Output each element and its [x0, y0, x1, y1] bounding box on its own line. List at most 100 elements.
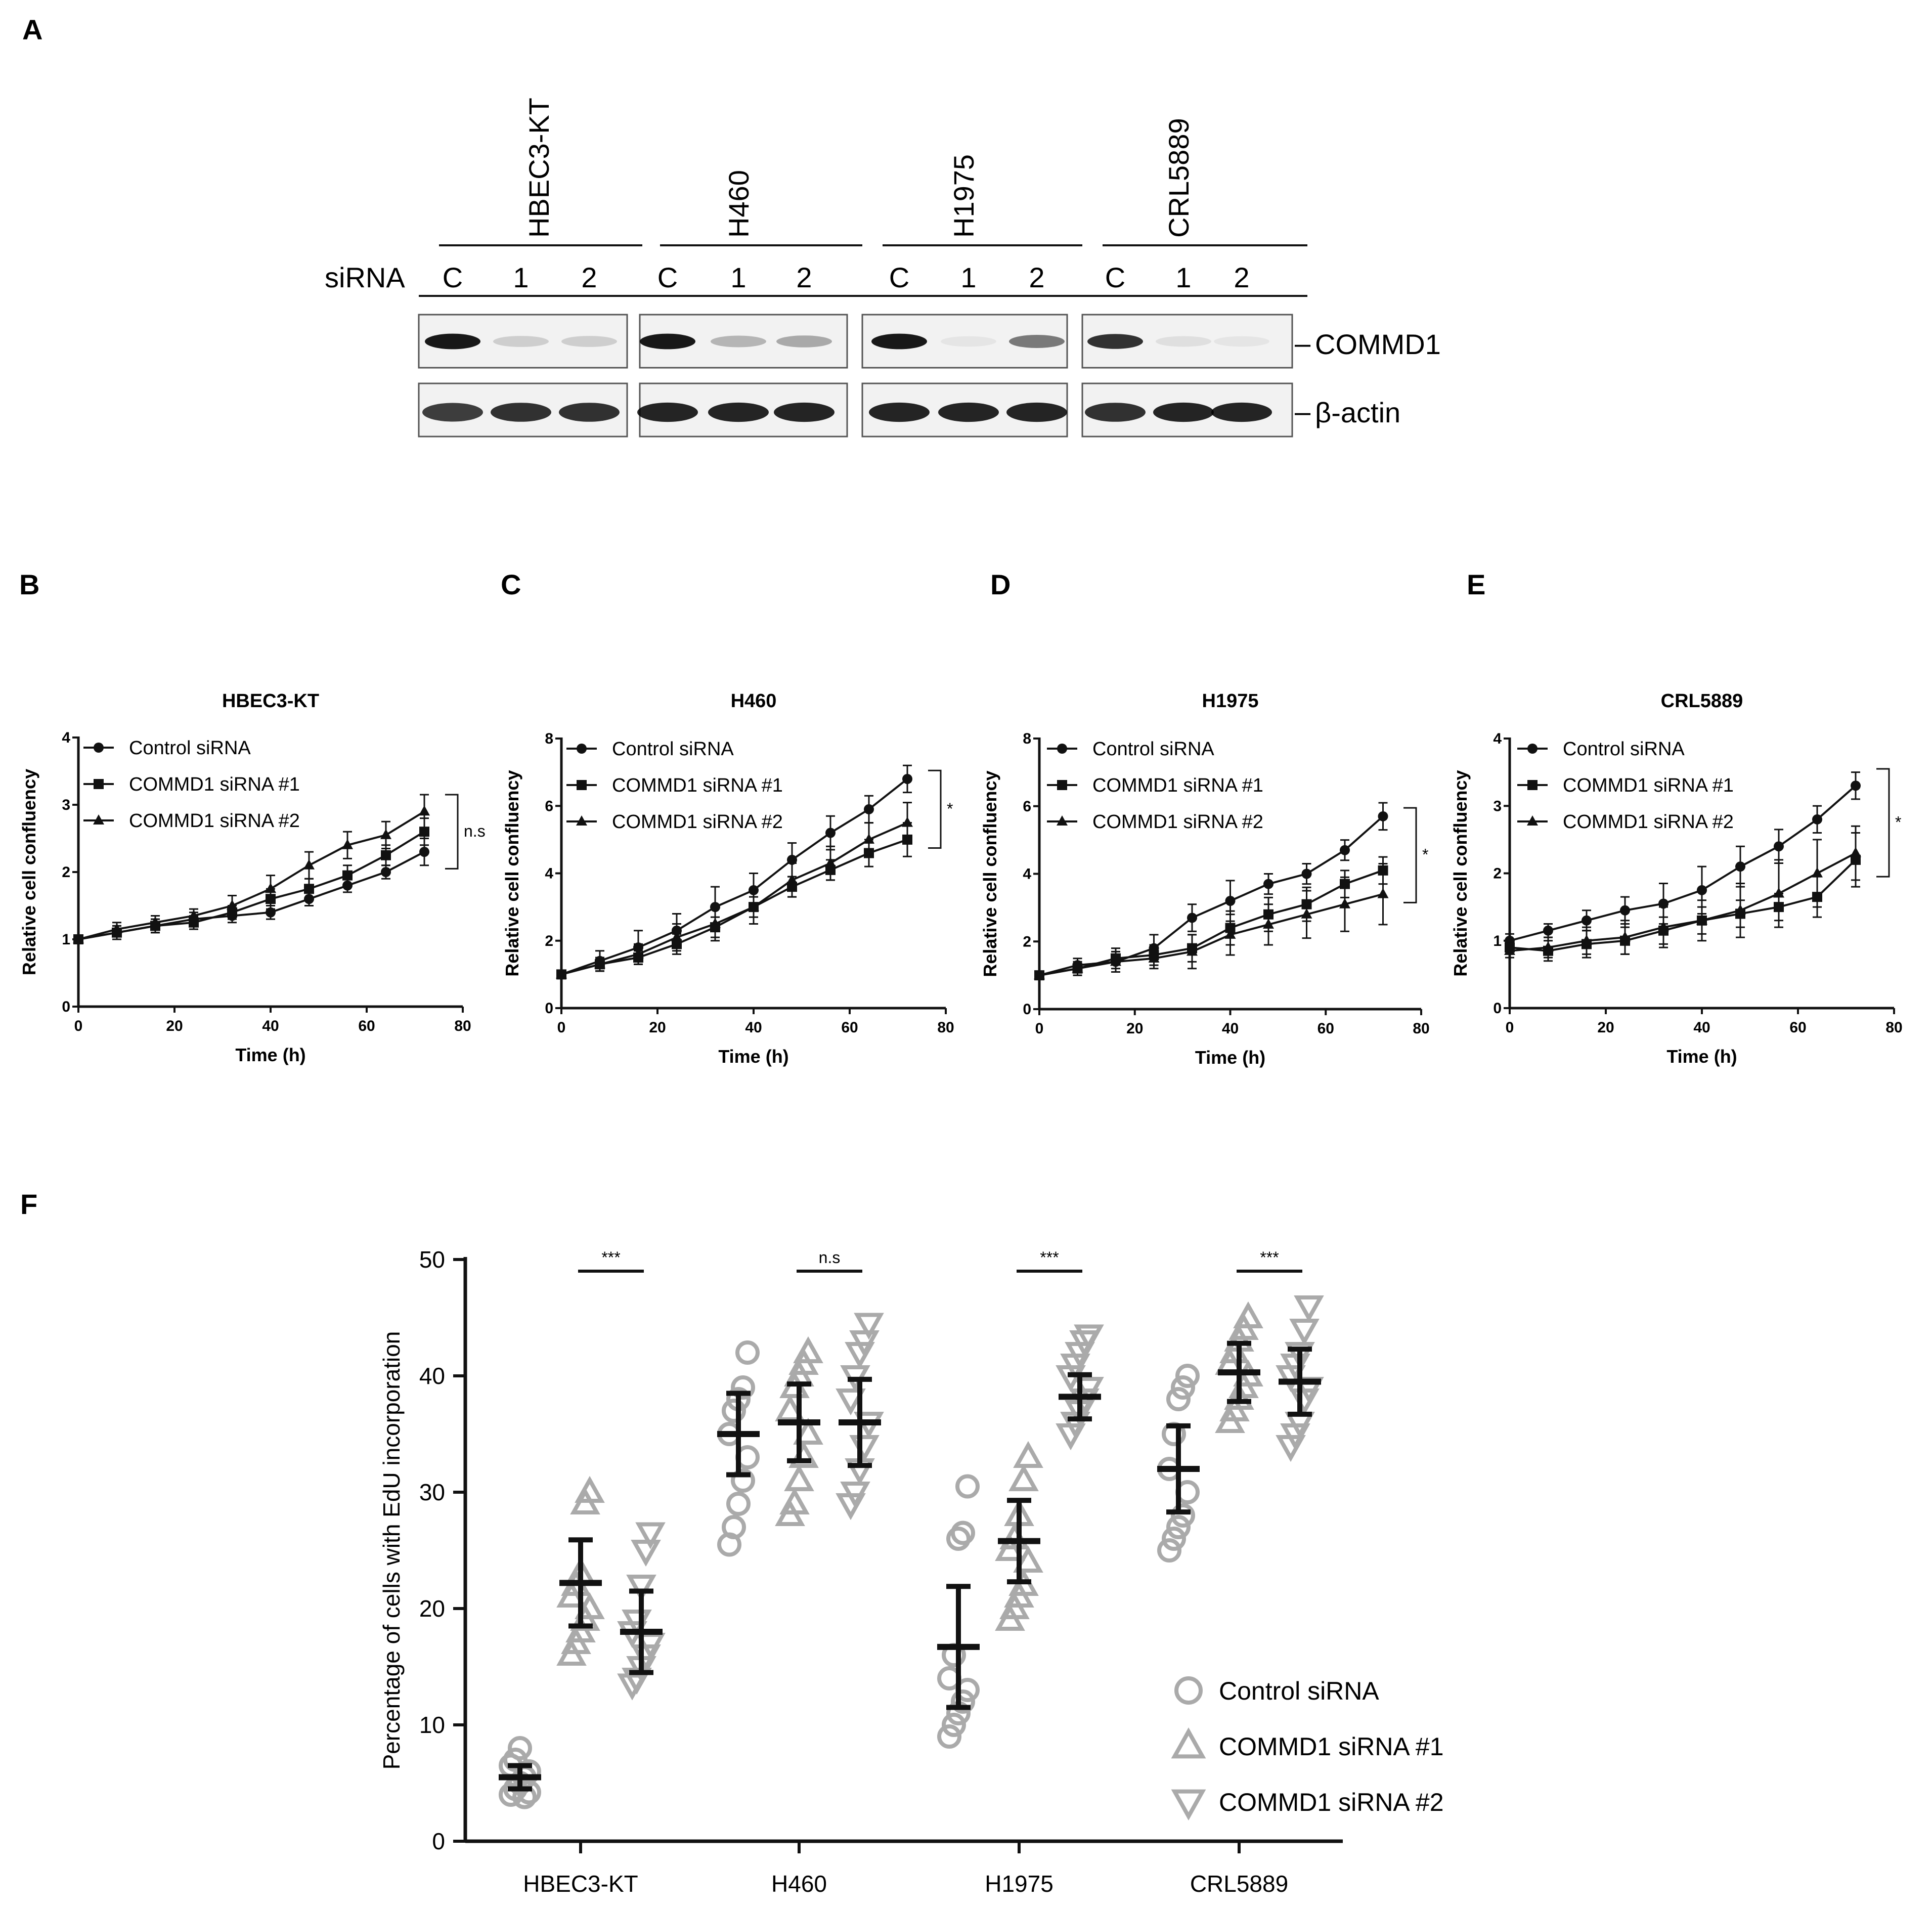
data-point-circle — [902, 773, 912, 784]
band-commd1 — [941, 336, 996, 347]
x-tick-label-crl5889: CRL5889 — [1190, 1871, 1288, 1897]
y-axis-label: Relative cell confluency — [1450, 770, 1471, 976]
data-point-triangle — [380, 829, 391, 839]
data-point — [626, 1575, 656, 1602]
sirna-row-label: siRNA — [325, 262, 405, 293]
y-axis-label: Relative cell confluency — [19, 769, 39, 975]
x-tick-label: 0 — [1035, 1020, 1044, 1037]
data-point — [631, 1540, 661, 1567]
band-commd1 — [640, 333, 695, 350]
band-actin — [1153, 402, 1214, 422]
chart-title: H460 — [731, 690, 777, 712]
data-point-triangle — [1148, 952, 1160, 963]
data-point-triangle — [303, 859, 315, 870]
data-point-circle — [787, 854, 797, 865]
band-mark-commd1: – — [1295, 327, 1311, 359]
data-point — [793, 1336, 823, 1363]
series-line-commd1-sirna-1 — [1039, 869, 1384, 977]
y-tick-label: 4 — [545, 865, 553, 882]
data-point — [1294, 1295, 1324, 1323]
x-tick-label: 60 — [1318, 1020, 1334, 1037]
data-point — [503, 1748, 528, 1772]
x-tick-label: 80 — [1413, 1020, 1429, 1037]
series-line-commd1-sirna-1 — [78, 831, 425, 940]
legend-label-control-sirna: Control siRNA — [612, 739, 734, 760]
data-point — [1166, 1387, 1191, 1411]
series-line-control-sirna — [1509, 785, 1857, 942]
x-tick-label: 0 — [74, 1018, 83, 1034]
x-tick-label: 0 — [557, 1019, 566, 1036]
data-point-triangle — [1057, 815, 1068, 826]
data-point-square — [419, 827, 429, 837]
data-point-triangle — [1377, 888, 1389, 898]
data-point — [946, 1527, 971, 1551]
data-point — [779, 1487, 810, 1514]
legend-label-commd1-sirna-1: COMMD1 siRNA #1 — [1563, 775, 1734, 796]
band-commd1 — [561, 336, 617, 347]
chart-title: CRL5889 — [1661, 690, 1743, 712]
band-actin — [422, 403, 483, 422]
band-actin — [938, 402, 999, 422]
x-tick-label: 0 — [1506, 1019, 1514, 1036]
data-point-triangle — [576, 815, 587, 826]
data-point-circle — [1378, 811, 1388, 821]
y-tick-label: 6 — [1023, 798, 1031, 815]
data-point-triangle — [1619, 931, 1631, 942]
y-axis-label: Percentage of cells with EdU incorporati… — [378, 1331, 405, 1770]
significance-bracket — [445, 794, 459, 870]
data-point — [517, 1780, 541, 1805]
data-point — [937, 1724, 961, 1749]
data-point — [840, 1482, 870, 1509]
legend-label-commd1-sirna-2: COMMD1 siRNA #2 — [129, 810, 300, 832]
series-line-commd1-sirna-2 — [78, 810, 425, 940]
x-tick-label: 60 — [358, 1018, 375, 1034]
lane-label: 1 — [1175, 262, 1191, 293]
data-point — [722, 1399, 746, 1423]
data-point-circle — [1263, 879, 1274, 889]
legend-label-commd1-sirna-2: COMMD1 siRNA #2 — [612, 811, 783, 833]
data-point-triangle — [419, 805, 430, 816]
data-point-circle — [825, 828, 836, 838]
data-point — [1171, 1503, 1195, 1528]
data-point — [951, 1521, 975, 1545]
western-blot: siRNA COMMD1 β-actin – – HBEC3-KT C 1 2 H460… — [325, 98, 1441, 438]
y-tick-label: 40 — [419, 1363, 445, 1389]
data-point-circle — [577, 744, 587, 754]
band-commd1 — [1156, 336, 1211, 347]
legend-label-commd1-sirna-2: COMMD1 siRNA #2 — [1219, 1788, 1444, 1816]
data-point — [854, 1313, 884, 1340]
data-point-triangle — [1224, 928, 1236, 939]
significance-label: * — [947, 800, 953, 818]
data-point-triangle — [1581, 934, 1592, 945]
legend-label-commd1-sirna-1: COMMD1 siRNA #1 — [129, 774, 300, 795]
data-point — [731, 1468, 755, 1493]
x-tick-label: 60 — [841, 1019, 858, 1036]
data-point — [1171, 1375, 1195, 1400]
data-point-circle — [381, 867, 391, 877]
data-point — [849, 1435, 880, 1462]
data-point-triangle — [1072, 962, 1083, 973]
data-point-circle — [1187, 913, 1197, 923]
band-commd1 — [493, 336, 549, 347]
panel-label-d: D — [990, 569, 1011, 600]
data-point — [575, 1476, 605, 1503]
legend-marker — [1171, 1789, 1206, 1820]
data-point-circle — [1543, 925, 1553, 936]
x-axis-label: Time (h) — [1666, 1046, 1737, 1067]
data-point-circle — [1735, 861, 1745, 872]
series-line-commd1-sirna-2 — [1039, 893, 1384, 977]
data-point — [849, 1330, 880, 1358]
series-line-commd1-sirna-2 — [561, 821, 908, 976]
data-point-triangle — [825, 857, 836, 867]
panel-label-a: A — [22, 14, 42, 46]
lane-label: 1 — [513, 262, 529, 293]
series-line-control-sirna — [561, 778, 908, 976]
legend-marker — [1171, 1727, 1206, 1759]
x-tick-label: 40 — [745, 1019, 762, 1036]
x-tick-label: 40 — [262, 1018, 279, 1034]
y-tick-label: 2 — [62, 864, 70, 881]
data-point-triangle — [1034, 969, 1045, 980]
data-point-triangle — [1339, 898, 1350, 908]
significance-label: n.s — [819, 1248, 841, 1267]
